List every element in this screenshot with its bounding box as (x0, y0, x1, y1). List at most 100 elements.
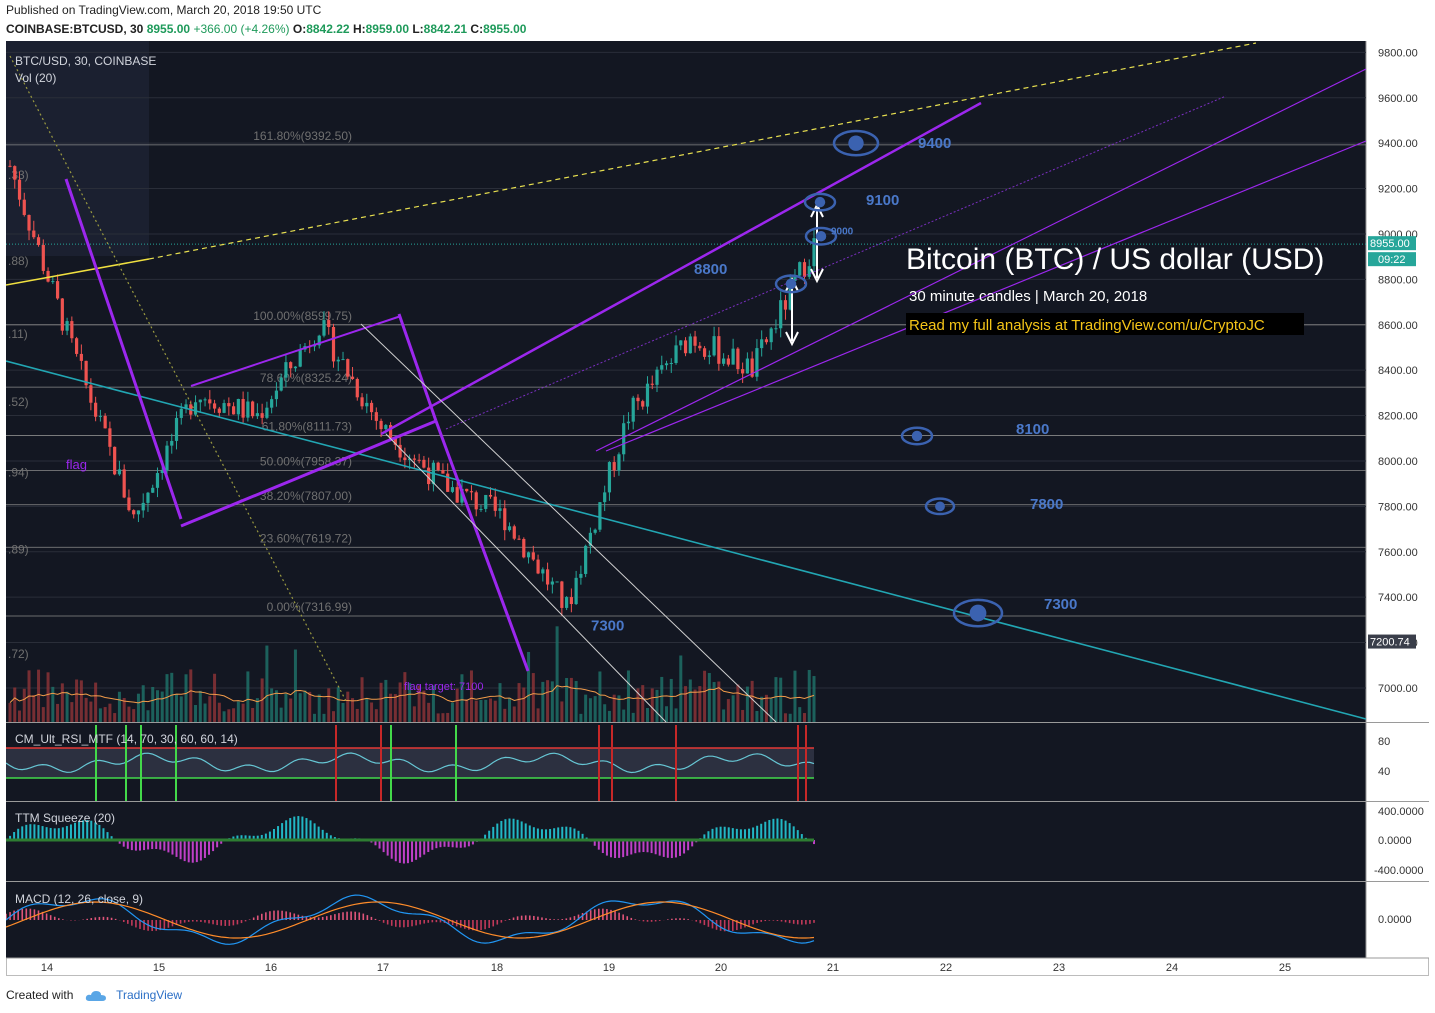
volume-bar (398, 682, 402, 722)
volume-bar (465, 699, 469, 722)
volume-bar (726, 699, 730, 722)
white-channel-a (360, 323, 777, 723)
target-price-label: 8100 (1016, 421, 1049, 438)
candle-body (555, 581, 559, 583)
volume-bar (679, 655, 683, 722)
volume-bar (241, 703, 245, 722)
candle-body (584, 545, 588, 574)
candle-body (683, 340, 688, 354)
flag-target-label: flag target: 7100 (404, 681, 484, 693)
trading-chart[interactable]: 9800.009600.009400.009200.009000.008800.… (6, 41, 1429, 976)
volume-bar (393, 694, 397, 722)
candle-body (146, 492, 150, 503)
candle-body (274, 390, 279, 400)
candle-body (469, 491, 474, 493)
volume-bar (75, 679, 79, 722)
candle-body (70, 321, 74, 339)
volume-bar (79, 680, 83, 722)
tradingview-link[interactable]: TradingView (116, 988, 183, 1002)
volume-bar (265, 645, 269, 722)
candle-body (574, 577, 578, 605)
volume-bar (512, 706, 516, 722)
candle-body (712, 336, 716, 356)
candle-body (89, 385, 93, 403)
volume-bar (217, 702, 221, 722)
candle-body (108, 428, 112, 447)
candle-body (398, 444, 402, 458)
volume-bar (793, 670, 797, 722)
channel-upper (180, 419, 437, 528)
drawings (6, 42, 1367, 723)
flag-label: flag (66, 457, 87, 472)
rsi-tick-label: 80 (1378, 736, 1390, 748)
fib-level-label: 23.60%(7619.72) (260, 531, 352, 545)
volume-bar (431, 685, 435, 722)
macd-panel-title: MACD (12, 26, close, 9) (15, 892, 143, 906)
ttm-panel-title: TTM Squeeze (20) (15, 811, 115, 825)
volume-bar (70, 702, 74, 722)
candle-body (246, 401, 250, 418)
candle-body (769, 328, 773, 343)
candle-body (593, 529, 597, 533)
volume-bar (122, 697, 126, 722)
volume-bar (374, 709, 378, 722)
candle-body (255, 413, 259, 417)
candle-body (141, 502, 145, 511)
fib-level-label: 78.60%(8325.24) (260, 371, 352, 385)
volume-bar (351, 698, 355, 722)
eye-icon-pupil (911, 430, 923, 442)
legend-title: BTC/USD, 30, COINBASE (15, 54, 156, 68)
candle-body (783, 300, 788, 310)
volume-bar (65, 691, 69, 722)
volume-bar (308, 691, 312, 722)
candle-body (531, 552, 535, 560)
candle-body (793, 275, 797, 281)
volume-bar (731, 695, 735, 722)
high-value: 8959.00 (365, 22, 409, 36)
candle-body (193, 402, 198, 415)
channel-big-upper (380, 101, 982, 436)
promo-background (906, 313, 1304, 335)
candle-body (612, 462, 616, 471)
candles (8, 160, 816, 616)
candle-body (293, 366, 298, 369)
volume-bar (693, 689, 697, 722)
yellow-trendline (6, 258, 150, 286)
volume-bar (408, 682, 412, 722)
volume-bar (707, 673, 711, 722)
candle-body (184, 404, 188, 409)
rsi-tick-label: 40 (1378, 766, 1390, 778)
candle-body (403, 457, 407, 461)
marker-tag (1368, 634, 1416, 649)
volume-bar (622, 709, 626, 722)
eye-icon-pupil (785, 278, 797, 290)
candle-body (722, 358, 726, 364)
candle-body (331, 326, 336, 362)
price-tick-label: 7400.00 (1378, 592, 1418, 604)
candle-body (569, 597, 573, 605)
last-price-tag (1368, 236, 1416, 251)
volume-bar (436, 713, 440, 722)
volume-bar (322, 713, 326, 722)
candle-body (698, 345, 702, 349)
volume-bar (484, 699, 488, 722)
candle-body (284, 362, 288, 378)
candle-body (422, 459, 426, 468)
volume-bar (117, 691, 121, 722)
candle-body (155, 473, 160, 488)
candle-body (341, 359, 345, 361)
cut-fib-label: .11) (8, 327, 28, 341)
volume-bar (774, 677, 778, 722)
volume-bar (293, 649, 297, 722)
volume-bar (98, 708, 102, 722)
eye-icon-pupil (815, 230, 827, 242)
volume-bar (389, 693, 393, 722)
candle-body (122, 469, 126, 498)
candle-body (312, 345, 317, 347)
candle-body (113, 446, 117, 475)
promo-text: Read my full analysis at TradingView.com… (909, 317, 1265, 334)
eye-icon-pupil (969, 604, 987, 622)
volume-bar (298, 693, 302, 722)
candle-body (36, 237, 41, 245)
volume-bar (274, 690, 278, 722)
